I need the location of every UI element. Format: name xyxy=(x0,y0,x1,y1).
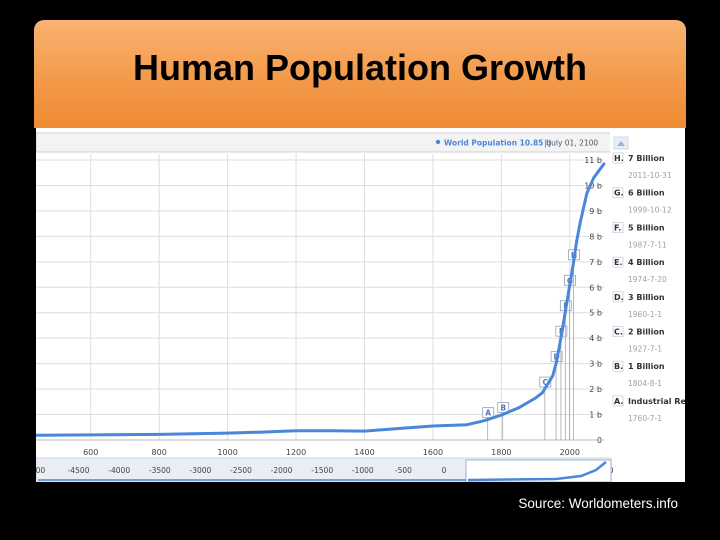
annotation-letter: D. xyxy=(614,293,624,302)
annotation-label[interactable]: 6 Billion xyxy=(628,189,665,198)
x-tick-label: 1000 xyxy=(217,448,237,457)
annotation-date: 1760-7-1 xyxy=(628,414,662,423)
navigator-tick-label: 000 xyxy=(36,466,45,475)
annotation-letter-box xyxy=(612,152,624,164)
x-tick-label: 1600 xyxy=(423,448,443,457)
annotation-label[interactable]: 4 Billion xyxy=(628,258,665,267)
annotation-label[interactable]: 5 Billion xyxy=(628,223,665,232)
annotation-letter-box xyxy=(612,222,624,233)
annotation-label[interactable]: 1 Billion xyxy=(628,362,665,371)
annotation-date: 2011-10-31 xyxy=(628,171,672,180)
navigator-line xyxy=(467,461,607,482)
annotation-letter-box xyxy=(612,395,624,407)
y-tick-label: 9 b xyxy=(589,207,602,216)
navigator-tick-label: -2500 xyxy=(230,466,252,475)
annotation-letter-box xyxy=(612,256,624,268)
annotation-date: 1974-7-20 xyxy=(628,275,667,284)
navigator-tick-label: -2000 xyxy=(271,466,293,475)
x-tick-label: 2000 xyxy=(560,448,580,457)
y-tick-label: 4 b xyxy=(589,334,602,343)
annotation-letter: B. xyxy=(614,362,623,371)
annotation-letter: C. xyxy=(614,328,623,337)
x-tick-label: 800 xyxy=(152,448,167,457)
chart-area: World Population 10.85 b | July 01, 2100 6… xyxy=(36,128,685,482)
annotation-label[interactable]: Industrial Rev xyxy=(628,397,685,406)
annotation-letter-box xyxy=(612,360,624,372)
legend-label: World Population 10.85 b xyxy=(444,139,552,148)
annotation-label[interactable]: 7 Billion xyxy=(628,154,665,163)
annotation-letter: F. xyxy=(614,223,621,232)
annotation-date: 1804-8-1 xyxy=(628,379,662,388)
annotation-label[interactable]: 2 Billion xyxy=(628,328,665,337)
annotation-letter-box xyxy=(612,326,624,337)
annotation-label[interactable]: 3 Billion xyxy=(628,293,665,302)
navigator-tick-label: -3000 xyxy=(190,466,212,475)
annotation-date: 1987-7-11 xyxy=(628,240,667,249)
navigator-tick-label: -4500 xyxy=(68,466,90,475)
marker-flag[interactable] xyxy=(482,407,495,419)
x-tick-label: 1400 xyxy=(354,448,374,457)
x-tick-label: 1200 xyxy=(286,448,306,457)
marker-flag[interactable] xyxy=(497,402,510,413)
navigator-tick-label: -4000 xyxy=(108,466,130,475)
x-tick-label: 600 xyxy=(83,448,98,457)
legend-date: | July 01, 2100 xyxy=(544,139,598,148)
y-tick-label: 3 b xyxy=(589,360,602,369)
y-tick-label: 8 b xyxy=(589,232,602,241)
source-caption: Source: Worldometers.info xyxy=(518,496,678,511)
annotation-letter-box xyxy=(612,187,624,199)
y-tick-label: 10 b xyxy=(584,181,602,190)
annotation-letter: H. xyxy=(614,154,624,163)
marker-letter: A xyxy=(485,409,491,418)
navigator-tick-label: -1500 xyxy=(311,466,333,475)
slide-title: Human Population Growth xyxy=(133,47,587,88)
navigator-tick-label: -3500 xyxy=(149,466,171,475)
marker-letter: C xyxy=(543,378,549,387)
annotation-letter-box xyxy=(612,291,624,303)
population-chart[interactable]: World Population 10.85 b| July 01, 2100 6… xyxy=(36,128,685,482)
annotation-letter: G. xyxy=(614,189,624,198)
annotation-date: 1999-10-12 xyxy=(628,206,672,215)
navigator-tick-label: 0 xyxy=(442,466,447,475)
legend-dot xyxy=(435,139,441,145)
annotation-letter: E. xyxy=(614,258,623,267)
x-tick-label: 1800 xyxy=(491,448,511,457)
series-line[interactable] xyxy=(36,162,606,437)
y-tick-label: 2 b xyxy=(589,385,602,394)
y-tick-label: 6 b xyxy=(589,283,602,292)
y-tick-label: 7 b xyxy=(589,258,602,267)
annotation-date: 1960-1-1 xyxy=(628,310,662,319)
scroll-up-icon xyxy=(617,141,625,146)
annotation-letter: A. xyxy=(614,397,623,406)
annotation-date: 1927-7-1 xyxy=(628,345,662,354)
navigator-tick-label: -1000 xyxy=(352,466,374,475)
title-bar: Human Population Growth xyxy=(34,20,686,128)
y-tick-label: 5 b xyxy=(589,309,602,318)
y-tick-label: 11 b xyxy=(584,156,602,165)
marker-letter: B xyxy=(500,404,506,413)
y-tick-label: 1 b xyxy=(589,411,602,420)
navigator-tick-label: -500 xyxy=(395,466,412,475)
